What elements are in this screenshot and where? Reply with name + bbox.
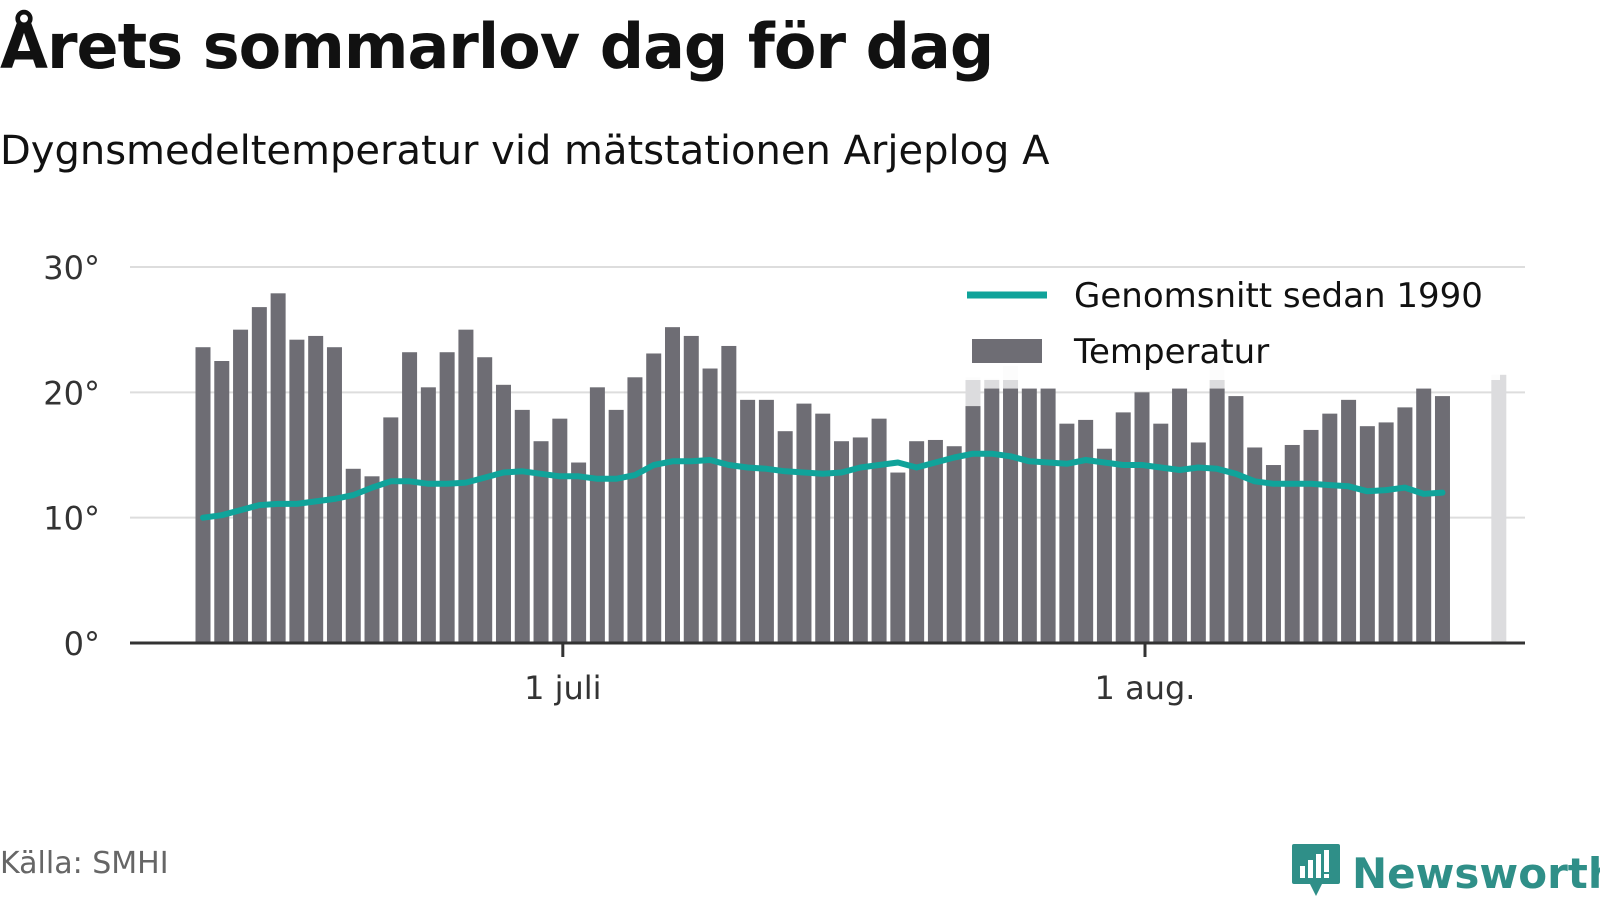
temperature-bar bbox=[965, 406, 981, 643]
temperature-bar bbox=[984, 388, 1000, 643]
temperature-bar bbox=[721, 345, 737, 643]
x-tick-label: 1 juli bbox=[524, 669, 601, 707]
temperature-bar bbox=[1078, 419, 1094, 643]
temperature-bar bbox=[1228, 396, 1244, 643]
temperature-bar bbox=[214, 361, 230, 643]
temperature-bar bbox=[1040, 388, 1056, 643]
temperature-bar bbox=[439, 352, 455, 643]
average-line-layer bbox=[200, 450, 1446, 521]
temperature-bar bbox=[495, 384, 511, 643]
temperature-bar bbox=[1115, 412, 1131, 643]
temperature-bar bbox=[270, 293, 286, 643]
temperature-bar bbox=[326, 347, 342, 643]
temperature-bar bbox=[927, 439, 943, 643]
temperature-bar bbox=[1378, 422, 1394, 643]
temperature-bar bbox=[834, 441, 850, 643]
y-tick-label: 0° bbox=[64, 625, 100, 663]
temperature-bar bbox=[1172, 388, 1188, 643]
legend-bar-swatch bbox=[972, 339, 1042, 363]
bar-chart-speech-bubble-icon bbox=[1290, 842, 1342, 904]
temperature-bar bbox=[383, 417, 399, 643]
temperature-bar bbox=[627, 377, 643, 643]
legend-label: Genomsnitt sedan 1990 bbox=[1074, 276, 1483, 316]
temperature-bar bbox=[852, 437, 868, 643]
brand-logo[interactable]: Newsworthy bbox=[1290, 842, 1600, 904]
temperature-bar bbox=[1434, 396, 1450, 643]
temperature-bar bbox=[251, 307, 267, 643]
y-tick-label: 10° bbox=[43, 500, 100, 538]
legend-background bbox=[955, 268, 1500, 380]
temperature-bar bbox=[1153, 423, 1169, 643]
temperature-bar bbox=[890, 472, 906, 643]
y-tick-label: 30° bbox=[43, 249, 100, 287]
temperature-bar bbox=[871, 418, 887, 643]
temperature-bar bbox=[364, 476, 380, 643]
temperature-bar bbox=[1003, 388, 1019, 643]
chart-subtitle: Dygnsmedeltemperatur vid mätstationen Ar… bbox=[0, 128, 1050, 174]
brand-name: Newsworthy bbox=[1352, 848, 1600, 898]
axis-layer: 0° 10° 20° 30° 1 juli 1 aug. bbox=[43, 249, 1525, 707]
temperature-bar bbox=[946, 446, 962, 643]
chart-title: Årets sommarlov dag för dag bbox=[0, 10, 994, 83]
temperature-bar bbox=[796, 403, 812, 643]
legend: Genomsnitt sedan 1990 Temperatur bbox=[955, 268, 1500, 380]
temperature-bar bbox=[702, 368, 718, 643]
average-line bbox=[200, 450, 1446, 521]
temperature-bar bbox=[1134, 392, 1150, 643]
temperature-bar bbox=[1247, 447, 1263, 643]
temperature-bar bbox=[533, 441, 549, 643]
temperature-bar bbox=[308, 335, 324, 643]
temperature-bar bbox=[1096, 448, 1112, 643]
temperature-bar bbox=[758, 399, 774, 643]
temperature-bar bbox=[683, 335, 699, 643]
temperature-bar bbox=[1265, 465, 1281, 643]
temperature-bar bbox=[477, 357, 493, 643]
temperature-bar bbox=[1209, 388, 1225, 643]
x-tick-label: 1 aug. bbox=[1095, 669, 1196, 707]
temperature-bar bbox=[646, 353, 662, 643]
y-tick-label: 20° bbox=[43, 374, 100, 412]
temperature-bar bbox=[777, 431, 793, 643]
source-credit: Källa: SMHI bbox=[0, 846, 169, 881]
temperature-bar bbox=[909, 441, 925, 643]
temperature-bar bbox=[402, 352, 418, 643]
temperature-bar bbox=[1303, 429, 1319, 643]
temperature-bar bbox=[1341, 399, 1357, 643]
temperature-bar bbox=[1190, 442, 1206, 643]
faded-bar bbox=[1491, 374, 1507, 643]
temperature-bar bbox=[1059, 423, 1075, 643]
temperature-bar bbox=[1416, 388, 1432, 643]
legend-label: Temperatur bbox=[1073, 332, 1269, 372]
temperature-bar bbox=[552, 418, 568, 643]
temperature-bar bbox=[345, 468, 361, 643]
temperature-bar bbox=[589, 387, 605, 643]
temperature-bar bbox=[571, 462, 587, 643]
temperature-bar bbox=[514, 409, 530, 643]
temperature-bar bbox=[815, 413, 831, 643]
temperature-bar bbox=[665, 327, 680, 643]
temperature-bar bbox=[420, 387, 436, 643]
temperature-bar bbox=[1397, 407, 1413, 643]
temperature-bar bbox=[458, 329, 474, 643]
temperature-bar bbox=[608, 409, 624, 643]
temperature-bar bbox=[1322, 413, 1338, 643]
temperature-bar bbox=[195, 347, 211, 643]
temperature-bars bbox=[195, 293, 1450, 643]
temperature-bar bbox=[289, 339, 305, 643]
temperature-bar bbox=[1359, 426, 1375, 643]
temperature-bar bbox=[233, 329, 249, 643]
temperature-bar bbox=[740, 399, 756, 643]
temperature-bar bbox=[1021, 388, 1037, 643]
temperature-bar bbox=[1284, 444, 1300, 643]
